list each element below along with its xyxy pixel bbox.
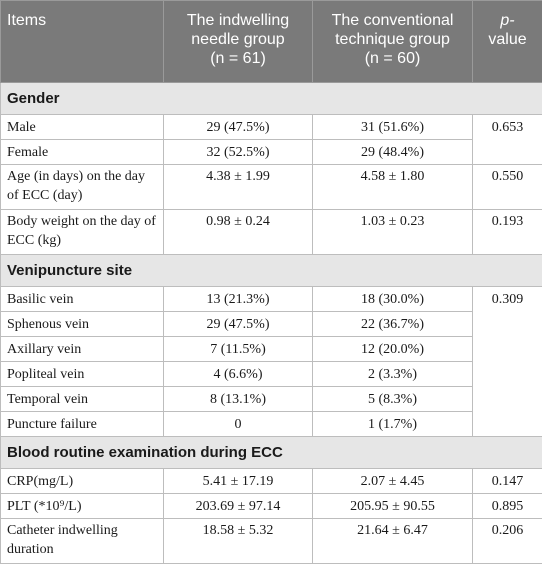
section-title: Venipuncture site [0,254,542,287]
section-title: Blood routine examination during ECC [0,436,542,469]
row-group1: 5.41 ± 17.19 [163,468,313,494]
row-group2: 29 (48.4%) [312,139,473,165]
row-group1: 29 (47.5%) [163,311,313,337]
row-group2: 5 (8.3%) [312,386,473,412]
row-group1: 0.98 ± 0.24 [163,209,313,255]
header-p-line1: p- [500,12,515,29]
header-group1-n: (n = 61) [210,50,266,67]
row-group1: 203.69 ± 97.14 [163,493,313,519]
row-p-value: 0.653 [472,114,542,165]
row-item: Catheter indwelling duration [0,518,164,564]
section-blood: Blood routine examination during ECC [0,436,542,469]
table-row: Sphenous vein 29 (47.5%) 22 (36.7%) [0,311,542,337]
row-group1: 32 (52.5%) [163,139,313,165]
row-group2: 1.03 ± 0.23 [312,209,473,255]
header-items-label: Items [7,12,47,29]
row-p-value: 0.550 [472,164,542,210]
table-row: Male 29 (47.5%) 31 (51.6%) 0.653 [0,114,542,165]
row-item: Age (in days) on the day of ECC (day) [0,164,164,210]
row-group2: 1 (1.7%) [312,411,473,437]
table-row: Catheter indwelling duration 18.58 ± 5.3… [0,518,542,564]
row-p-value: 0.206 [472,518,542,564]
row-group2: 2 (3.3%) [312,361,473,387]
header-group2-line2: technique group [335,31,450,48]
row-group2: 21.64 ± 6.47 [312,518,473,564]
row-group2: 205.95 ± 90.55 [312,493,473,519]
header-group1-line1: The indwelling [186,12,290,29]
row-p-value: 0.147 [472,468,542,494]
row-item: Body weight on the day of ECC (kg) [0,209,164,255]
table-row: Body weight on the day of ECC (kg) 0.98 … [0,209,542,255]
row-item: PLT (*10⁹/L) [0,493,164,519]
row-p-value: 0.193 [472,209,542,255]
row-group1: 7 (11.5%) [163,336,313,362]
header-group2-line1: The conventional [331,12,454,29]
header-group2-n: (n = 60) [364,50,421,67]
row-group1: 0 [163,411,313,437]
table-row: PLT (*10⁹/L) 203.69 ± 97.14 205.95 ± 90.… [0,493,542,519]
row-item: CRP(mg/L) [0,468,164,494]
section-title: Gender [0,82,542,115]
header-items: Items [0,0,164,83]
row-group1: 4.38 ± 1.99 [163,164,313,210]
table-row: Basilic vein 13 (21.3%) 18 (30.0%) 0.309 [0,286,542,437]
row-item: Axillary vein [0,336,164,362]
row-item: Puncture failure [0,411,164,437]
row-group2: 12 (20.0%) [312,336,473,362]
header-p-value: p- value [472,0,542,83]
table-row: Axillary vein 7 (11.5%) 12 (20.0%) [0,336,542,362]
row-group2: 4.58 ± 1.80 [312,164,473,210]
row-item: Male [0,114,164,140]
header-group1-line2: needle group [191,31,285,48]
table-row: Female 32 (52.5%) 29 (48.4%) [0,139,542,165]
row-item: Basilic vein [0,286,164,312]
row-group2: 31 (51.6%) [312,114,473,140]
table-row: Popliteal vein 4 (6.6%) 2 (3.3%) [0,361,542,387]
header-p-line2: value [488,31,527,48]
table-row: Temporal vein 8 (13.1%) 5 (8.3%) [0,386,542,412]
header-group2: The conventional technique group (n = 60… [312,0,473,83]
section-venipuncture: Venipuncture site [0,254,542,287]
table-row: CRP(mg/L) 5.41 ± 17.19 2.07 ± 4.45 0.147 [0,468,542,494]
table-row: Puncture failure 0 1 (1.7%) [0,411,542,437]
row-group1: 18.58 ± 5.32 [163,518,313,564]
row-item: Popliteal vein [0,361,164,387]
row-group1: 13 (21.3%) [163,286,313,312]
row-group1: 4 (6.6%) [163,361,313,387]
row-group2: 18 (30.0%) [312,286,473,312]
row-group2: 22 (36.7%) [312,311,473,337]
row-group1: 29 (47.5%) [163,114,313,140]
row-item: Female [0,139,164,165]
section-gender: Gender [0,82,542,115]
header-row: Items The indwelling needle group (n = 6… [0,0,542,83]
row-group2: 2.07 ± 4.45 [312,468,473,494]
row-group1: 8 (13.1%) [163,386,313,412]
row-p-value: 0.895 [472,493,542,519]
header-group1: The indwelling needle group (n = 61) [163,0,313,83]
row-item: Sphenous vein [0,311,164,337]
table-row: Age (in days) on the day of ECC (day) 4.… [0,164,542,210]
row-item: Temporal vein [0,386,164,412]
row-p-value: 0.309 [472,286,542,437]
